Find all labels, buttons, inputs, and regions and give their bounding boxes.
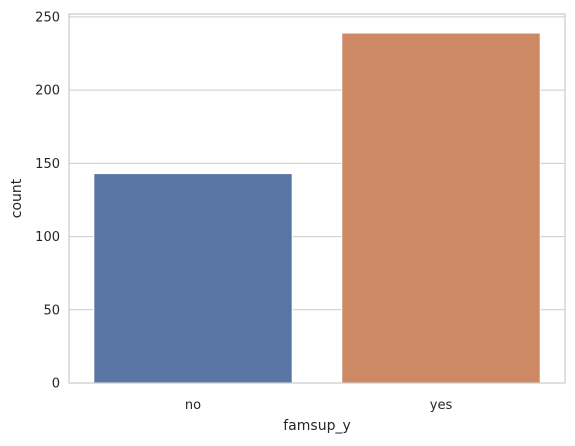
y-tick-label: 250: [35, 10, 60, 25]
y-tick-label: 200: [35, 84, 60, 99]
x-axis-label: famsup_y: [283, 418, 350, 434]
y-tick-label: 150: [35, 157, 60, 172]
x-tick-labels: no yes: [185, 398, 453, 413]
x-tick-label-no: no: [185, 398, 201, 413]
x-tick-label-yes: yes: [430, 398, 453, 413]
plot-frame: [68, 13, 566, 384]
bars: [93, 32, 541, 384]
y-tick-labels: 0 50 100 150 200 250: [35, 10, 60, 391]
y-axis-label: count: [9, 178, 25, 218]
bar-yes: [341, 32, 541, 384]
y-tick-label: 0: [52, 377, 60, 392]
y-tick-label: 100: [35, 230, 60, 245]
bar-no: [93, 173, 293, 384]
y-tick-label: 50: [43, 303, 60, 318]
